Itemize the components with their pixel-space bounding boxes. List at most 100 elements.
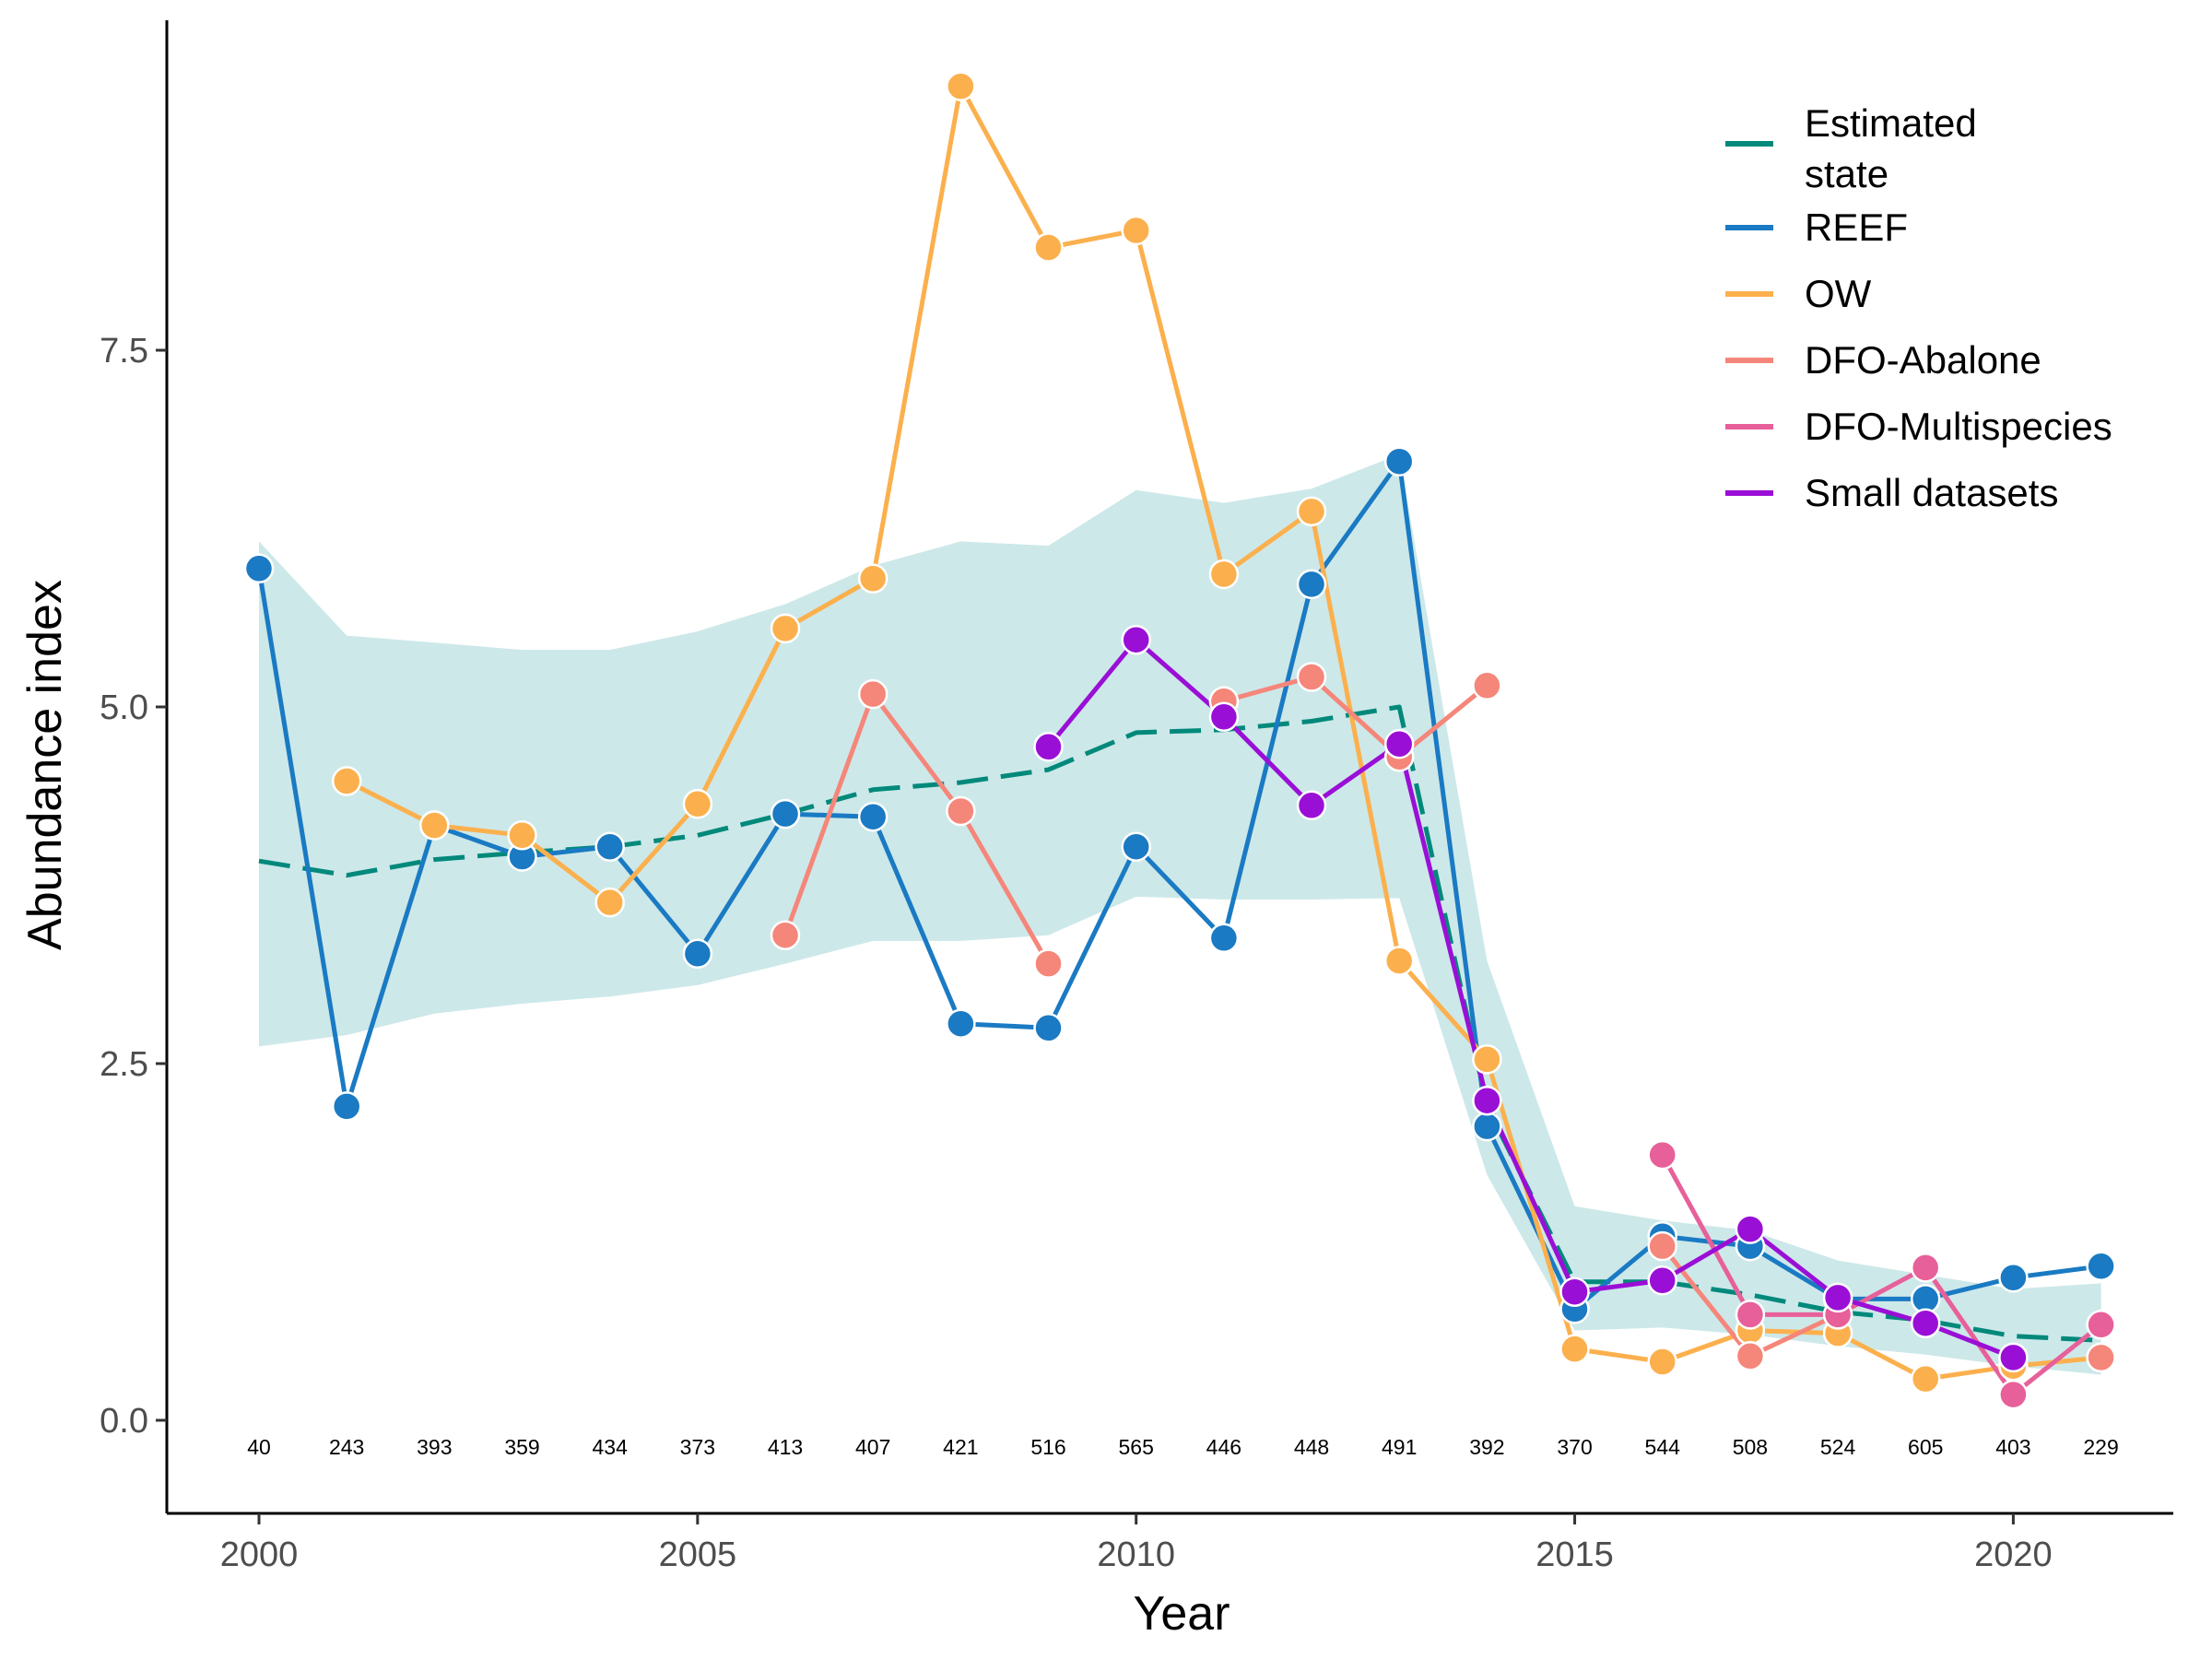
dfo-abalone-point-2006: [770, 920, 801, 950]
x-axis-title: Year: [1133, 1587, 1230, 1641]
reef-point-2009: [1033, 1013, 1064, 1043]
sample-count-2000: 40: [247, 1435, 271, 1459]
sample-count-2012: 448: [1294, 1435, 1329, 1459]
ow-point-2007: [857, 563, 888, 594]
ow-point-2010: [1121, 215, 1151, 246]
reef-point-2001: [331, 1091, 362, 1122]
small-datasets-point-2013: [1383, 728, 1415, 759]
reef-point-2010: [1121, 831, 1151, 862]
legend-label-dfo-abalone: DFO-Abalone: [1805, 338, 2041, 382]
ow-point-2006: [770, 613, 801, 644]
dfo-abalone-point-2012: [1296, 662, 1327, 692]
dfo-abalone-point-2014: [1472, 670, 1502, 701]
sample-count-2018: 524: [1820, 1435, 1856, 1459]
y-tick-label-2: 5.0: [100, 688, 148, 727]
small-datasets-point-2012: [1296, 790, 1327, 821]
x-tick-label-2015: 2015: [1535, 1535, 1614, 1574]
dfo-multispecies-point-2019: [1910, 1253, 1941, 1283]
small-datasets-point-2020: [1998, 1342, 2029, 1373]
sample-count-2019: 605: [1908, 1435, 1943, 1459]
ow-point-2004: [594, 887, 625, 918]
ow-point-2014: [1472, 1044, 1502, 1075]
sample-count-2011: 446: [1206, 1435, 1241, 1459]
reef-point-2011: [1208, 923, 1240, 954]
dfo-multispecies-point-2020: [1998, 1379, 2029, 1410]
sample-count-2014: 392: [1469, 1435, 1504, 1459]
y-tick-label-1: 2.5: [100, 1045, 148, 1084]
dfo-abalone-line-2: [1221, 675, 1489, 759]
ow-point-2003: [507, 820, 537, 851]
sample-count-2006: 413: [768, 1435, 803, 1459]
legend-label-dfo-multispecies: DFO-Multispecies: [1805, 405, 2112, 448]
ow-point-2001: [331, 766, 362, 796]
sample-count-2015: 370: [1557, 1435, 1592, 1459]
reef-point-2004: [594, 831, 625, 862]
dfo-abalone-point-2021: [2086, 1342, 2116, 1373]
sample-count-2007: 407: [855, 1435, 890, 1459]
sample-count-2004: 434: [592, 1435, 628, 1459]
dfo-multispecies-point-2021: [2086, 1310, 2116, 1340]
reef-line-1: [256, 459, 2104, 1312]
small-datasets-point-2009: [1033, 732, 1064, 762]
sample-count-2008: 421: [943, 1435, 978, 1459]
reef-point-2008: [946, 1008, 976, 1039]
ow-point-2005: [682, 789, 713, 819]
x-tick-label-2005: 2005: [659, 1535, 737, 1574]
ow-point-2019: [1910, 1363, 1941, 1394]
ow-point-2002: [419, 810, 450, 841]
legend-label-estimated-state-line1: Estimated: [1805, 101, 1977, 145]
ow-point-2015: [1559, 1334, 1590, 1364]
sample-count-2010: 565: [1119, 1435, 1154, 1459]
y-tick-label-3: 7.5: [100, 332, 148, 371]
reef-point-2005: [682, 938, 713, 970]
reef-point-2013: [1383, 446, 1415, 477]
sample-count-2003: 359: [504, 1435, 539, 1459]
dfo-abalone-line-1: [782, 691, 1051, 967]
reef-point-2006: [770, 798, 801, 830]
sample-count-2009: 516: [1030, 1435, 1065, 1459]
sample-count-2016: 544: [1645, 1435, 1681, 1459]
reef-point-2014: [1472, 1111, 1502, 1142]
y-tick-label-0: 0.0: [100, 1402, 148, 1441]
estimated-state-ribbon: [259, 454, 2101, 1375]
dfo-abalone-point-2008: [946, 795, 976, 827]
sample-count-2017: 508: [1733, 1435, 1768, 1459]
dfo-multispecies-point-2016: [1647, 1139, 1677, 1171]
x-tick-label-2010: 2010: [1097, 1535, 1175, 1574]
ow-point-2012: [1296, 496, 1327, 527]
small-datasets-point-2019: [1910, 1308, 1941, 1338]
legend-label-reef: REEF: [1805, 206, 1908, 249]
ow-point-2011: [1208, 559, 1240, 590]
legend-label-estimated-state-line2: state: [1805, 152, 1888, 195]
small-datasets-point-2011: [1208, 701, 1240, 733]
dfo-abalone-point-2007: [857, 678, 888, 710]
reef-point-2012: [1296, 569, 1327, 600]
sample-count-2021: 229: [2083, 1435, 2118, 1459]
sample-count-2020: 403: [1995, 1435, 2030, 1459]
ow-point-2008: [946, 71, 976, 101]
ow-point-2016: [1647, 1347, 1677, 1377]
sample-count-2013: 491: [1382, 1435, 1417, 1459]
ow-point-2009: [1033, 232, 1064, 263]
small-datasets-point-2015: [1559, 1277, 1590, 1307]
y-axis-title: Abundance index: [18, 580, 72, 950]
reef-point-2000: [243, 553, 275, 584]
reef-point-2020: [1998, 1262, 2029, 1293]
small-datasets-point-2017: [1735, 1214, 1766, 1244]
small-datasets-point-2018: [1822, 1282, 1853, 1313]
sample-count-2001: 243: [329, 1435, 364, 1459]
dfo-abalone-point-2017: [1735, 1341, 1766, 1371]
small-datasets-point-2010: [1121, 624, 1151, 655]
legend-label-estimated-state: Estimated state: [1805, 101, 1987, 195]
dfo-abalone-point-2009: [1033, 948, 1064, 979]
small-datasets-point-2014: [1472, 1085, 1502, 1116]
dfo-abalone-point-2016: [1647, 1230, 1677, 1262]
reef-point-2007: [857, 801, 888, 832]
ow-point-2013: [1383, 946, 1415, 976]
legend: Estimated state REEF OW DFO-Abalone DFO-…: [1725, 101, 2112, 514]
dfo-multispecies-line-1: [1660, 1152, 2104, 1397]
sample-count-2005: 373: [680, 1435, 715, 1459]
x-tick-label-2020: 2020: [1974, 1535, 2053, 1574]
small-datasets-point-2016: [1647, 1265, 1677, 1296]
